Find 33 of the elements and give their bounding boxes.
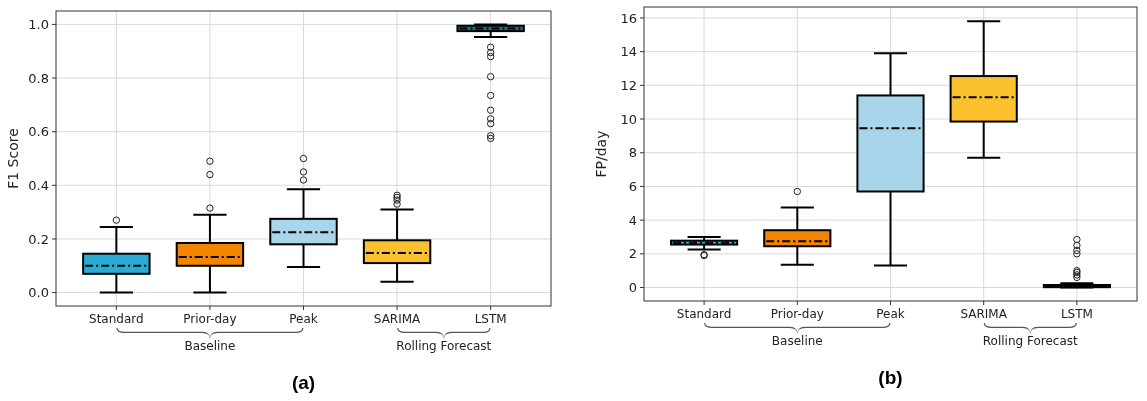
y-tick-label: 1.0 bbox=[28, 16, 49, 32]
y-axis-title: FP/day bbox=[593, 130, 609, 178]
y-tick-label: 0.6 bbox=[28, 124, 49, 140]
y-tick-label: 0.2 bbox=[28, 231, 49, 247]
y-tick-label: 10 bbox=[620, 111, 637, 127]
x-tick-label: LSTM bbox=[474, 312, 507, 326]
y-tick-label: 0.4 bbox=[28, 177, 49, 193]
y-tick-label: 8 bbox=[628, 145, 637, 161]
x-tick-label: LSTM bbox=[1060, 307, 1093, 321]
text: Rolling Forecast bbox=[396, 339, 492, 353]
y-tick-label: 0.0 bbox=[28, 285, 49, 301]
y-tick-label: 16 bbox=[620, 10, 637, 26]
y-tick-label: 0.8 bbox=[28, 70, 49, 86]
y-tick-label: 12 bbox=[620, 77, 637, 93]
y-tick-label: 2 bbox=[628, 246, 637, 262]
text: (b) bbox=[878, 367, 903, 388]
x-tick-label: Standard bbox=[676, 307, 732, 321]
x-tick-label: Peak bbox=[289, 312, 318, 326]
text: Rolling Forecast bbox=[982, 334, 1079, 348]
y-axis-title: F1 Score bbox=[5, 128, 21, 189]
y-tick-label: 0 bbox=[628, 280, 637, 296]
text: Baseline bbox=[184, 339, 236, 353]
x-tick-label: Peak bbox=[876, 307, 905, 321]
x-tick-label: SARIMA bbox=[373, 312, 422, 326]
text: (a) bbox=[291, 372, 316, 393]
y-tick-label: 6 bbox=[628, 178, 637, 194]
x-tick-label: Prior-day bbox=[770, 307, 824, 321]
x-tick-label: SARIMA bbox=[960, 307, 1008, 321]
y-tick-label: 14 bbox=[620, 44, 637, 60]
text: Baseline bbox=[771, 334, 823, 348]
x-tick-label: Standard bbox=[89, 312, 144, 326]
x-tick-label: Prior-day bbox=[183, 312, 237, 326]
y-tick-label: 4 bbox=[628, 212, 637, 228]
